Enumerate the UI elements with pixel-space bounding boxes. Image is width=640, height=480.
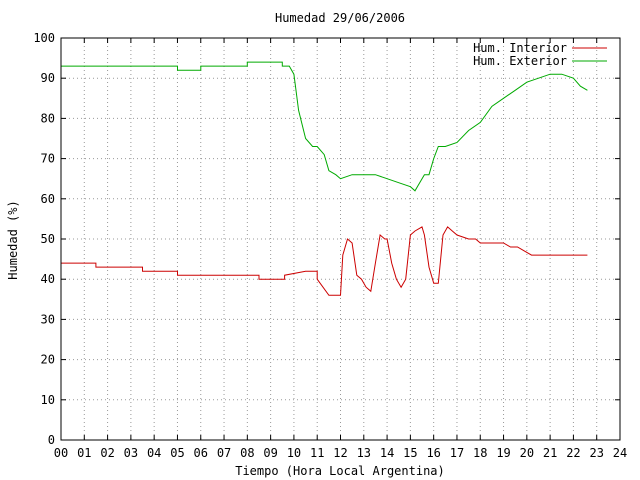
y-tick-label: 60 xyxy=(41,192,55,206)
x-tick-label: 05 xyxy=(170,446,184,460)
x-tick-label: 01 xyxy=(77,446,91,460)
x-tick-label: 23 xyxy=(589,446,603,460)
x-tick-label: 08 xyxy=(240,446,254,460)
y-tick-label: 80 xyxy=(41,111,55,125)
x-tick-label: 06 xyxy=(194,446,208,460)
y-tick-label: 0 xyxy=(48,433,55,447)
x-tick-label: 16 xyxy=(426,446,440,460)
x-tick-label: 04 xyxy=(147,446,161,460)
x-tick-label: 12 xyxy=(333,446,347,460)
y-tick-label: 40 xyxy=(41,272,55,286)
x-tick-label: 19 xyxy=(496,446,510,460)
x-tick-label: 13 xyxy=(357,446,371,460)
series-line-exterior xyxy=(61,61,588,192)
x-tick-label: 07 xyxy=(217,446,231,460)
x-tick-label: 09 xyxy=(263,446,277,460)
x-tick-label: 10 xyxy=(287,446,301,460)
series-lines xyxy=(61,61,588,296)
x-tick-label: 24 xyxy=(613,446,627,460)
y-tick-label: 50 xyxy=(41,232,55,246)
series-line-interior xyxy=(61,226,588,296)
grid-lines xyxy=(61,38,620,440)
x-tick-label: 20 xyxy=(520,446,534,460)
x-tick-label: 17 xyxy=(450,446,464,460)
chart-title: Humedad 29/06/2006 xyxy=(275,11,405,25)
y-tick-label: 30 xyxy=(41,312,55,326)
y-tick-label: 10 xyxy=(41,393,55,407)
x-tick-label: 03 xyxy=(124,446,138,460)
y-axis-label: Humedad (%) xyxy=(6,200,20,279)
y-tick-label: 70 xyxy=(41,152,55,166)
x-tick-label: 02 xyxy=(100,446,114,460)
y-tick-label: 20 xyxy=(41,353,55,367)
x-tick-label: 15 xyxy=(403,446,417,460)
x-tick-label: 21 xyxy=(543,446,557,460)
x-tick-label: 22 xyxy=(566,446,580,460)
legend-label: Hum. Interior xyxy=(473,41,567,55)
x-axis-label: Tiempo (Hora Local Argentina) xyxy=(235,464,445,478)
x-tick-label: 18 xyxy=(473,446,487,460)
y-tick-label: 90 xyxy=(41,71,55,85)
y-tick-label: 100 xyxy=(33,31,55,45)
x-tick-label: 11 xyxy=(310,446,324,460)
x-tick-label: 14 xyxy=(380,446,394,460)
legend-label: Hum. Exterior xyxy=(473,54,567,68)
axis-ticks: 00 01 02 03 04 05 06 07 08 09 10 11 12 13 14 15 16 17 18 19… xyxy=(33,31,627,460)
x-tick-label: 00 xyxy=(54,446,68,460)
